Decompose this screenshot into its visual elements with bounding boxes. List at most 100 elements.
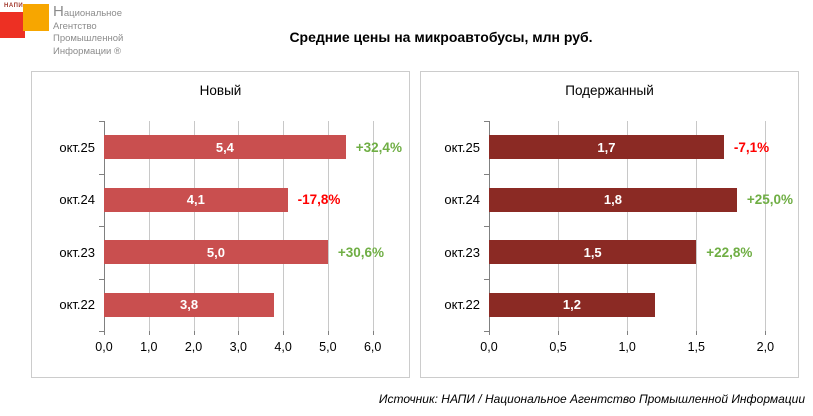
charts-container: Новый 0,0 1,0 2,0 3,0 4,0 5,0 6,0 окт.25 5,4 +32,… <box>31 71 799 378</box>
change-label: +30,6% <box>337 244 385 260</box>
chart-title-used: Подержанный <box>565 83 654 98</box>
x-tick-label: 0,5 <box>549 340 567 354</box>
chart-panel-used: Подержанный 0,0 0,5 1,0 1,5 2,0 окт.25 1,7 -7,1… <box>420 71 799 378</box>
gridline <box>558 121 560 331</box>
y-axis-tick <box>484 331 489 332</box>
bar-value-label: 5,4 <box>215 139 234 155</box>
chart-row: окт.24 1,8 +25,0% <box>444 174 793 227</box>
chart-row: окт.23 5,0 +30,6% <box>59 226 404 279</box>
y-axis-tick <box>99 121 104 122</box>
y-axis-line <box>104 121 105 331</box>
y-axis-tick <box>99 226 104 227</box>
bar-value-label: 1,7 <box>597 139 616 155</box>
chart-row: окт.25 1,7 -7,1% <box>444 121 793 174</box>
x-axis-tick <box>193 331 195 335</box>
bar-value-label: 1,5 <box>583 244 602 260</box>
gridline <box>765 121 767 331</box>
x-tick-label: 2,0 <box>756 340 775 354</box>
gridline <box>627 121 629 331</box>
bar-value-label: 1,2 <box>562 297 581 313</box>
napi-logo-mark-text: НАПИ <box>4 3 24 9</box>
x-axis-tick <box>627 331 629 335</box>
category-label: окт.25 <box>59 139 95 155</box>
gridline <box>238 121 240 331</box>
bar: 1,7 <box>489 135 724 160</box>
x-axis-tick <box>696 331 698 335</box>
chart-row: окт.24 4,1 -17,8% <box>59 174 404 227</box>
category-label: окт.22 <box>59 297 95 313</box>
logo-org-line: Информации ® <box>53 45 121 57</box>
x-axis-tick <box>327 331 329 335</box>
x-axis-tick <box>765 331 767 335</box>
bar: 1,5 <box>489 240 697 265</box>
page-title: Средние цены на микроавтобусы, млн руб. <box>289 29 593 45</box>
y-axis-tick <box>484 278 489 280</box>
category-label: окт.23 <box>59 244 95 260</box>
change-label: -7,1% <box>733 139 770 155</box>
logo-org-line: Промышленной <box>53 33 124 44</box>
gridline <box>148 121 150 331</box>
y-axis-tick <box>484 121 489 122</box>
bar-value-label: 1,8 <box>603 192 622 208</box>
gridline <box>327 121 329 331</box>
y-axis-tick <box>99 331 104 332</box>
category-label: окт.23 <box>444 244 480 260</box>
x-tick-label: 2,0 <box>184 340 203 354</box>
source-attribution: Источник: НАПИ / Национальное Агентство … <box>378 392 805 406</box>
chart-row: окт.23 1,5 +22,8% <box>444 226 793 279</box>
y-axis-tick <box>484 226 489 227</box>
bar-value-label: 3,8 <box>180 297 199 313</box>
x-axis-tick <box>372 331 374 335</box>
bar: 4,1 <box>104 187 288 212</box>
chart-panel-new: Новый 0,0 1,0 2,0 3,0 4,0 5,0 6,0 окт.25 5,4 +32,… <box>31 71 410 378</box>
x-tick-label: 3,0 <box>229 340 248 354</box>
x-axis-tick <box>489 331 490 335</box>
bar: 5,0 <box>104 240 328 265</box>
category-label: окт.22 <box>444 297 480 313</box>
x-tick-label: 0,0 <box>95 340 113 354</box>
x-tick-label: 6,0 <box>363 340 382 354</box>
x-tick-label: 1,5 <box>687 340 705 354</box>
plot-area-new: 0,0 1,0 2,0 3,0 4,0 5,0 6,0 окт.25 5,4 +32,4% окт.… <box>59 121 404 354</box>
bar-value-label: 4,1 <box>186 192 205 208</box>
logo-org-line: Национальное <box>53 3 122 20</box>
gridline <box>193 121 195 331</box>
gridline <box>283 121 285 331</box>
category-label: окт.25 <box>444 139 480 155</box>
logo-orange-square-icon <box>23 4 49 31</box>
y-axis-line <box>489 121 490 331</box>
x-tick-label: 1,0 <box>618 340 636 354</box>
x-tick-label: 4,0 <box>274 340 292 354</box>
y-axis-tick <box>99 173 104 175</box>
chart-title-new: Новый <box>199 83 242 98</box>
plot-area-used: 0,0 0,5 1,0 1,5 2,0 окт.25 1,7 -7,1% окт.24 1,8 +2… <box>444 121 793 354</box>
category-label: окт.24 <box>59 192 95 208</box>
bar: 1,2 <box>489 292 655 317</box>
y-axis-tick <box>99 278 104 280</box>
x-axis-tick <box>148 331 150 335</box>
napi-logo: НАПИ Национальное Агентство Промышленной… <box>0 0 160 62</box>
logo-org-name: Национальное Агентство Промышленной Инфо… <box>53 3 124 58</box>
logo-org-line: Агентство <box>53 20 97 32</box>
change-label: -17,8% <box>297 192 341 208</box>
x-axis-tick <box>238 331 240 335</box>
bar-value-label: 5,0 <box>206 244 225 260</box>
y-axis-tick <box>484 173 489 175</box>
chart-row: окт.25 5,4 +32,4% <box>59 121 404 174</box>
gridline <box>372 121 374 331</box>
change-label: +25,0% <box>746 192 793 208</box>
x-tick-label: 5,0 <box>319 340 337 354</box>
bar: 5,4 <box>104 135 346 160</box>
x-tick-label: 0,0 <box>480 340 498 354</box>
chart-row: окт.22 1,2 <box>444 279 793 332</box>
change-label: +32,4% <box>355 139 402 155</box>
bar: 3,8 <box>104 292 275 317</box>
chart-row: окт.22 3,8 <box>59 279 404 332</box>
bar: 1,8 <box>489 187 737 212</box>
change-label: +22,8% <box>706 244 753 260</box>
category-label: окт.24 <box>444 192 480 208</box>
x-axis-tick <box>104 331 105 335</box>
x-axis-tick <box>283 331 285 335</box>
gridline <box>696 121 698 331</box>
logo-red-square-icon <box>0 12 25 38</box>
